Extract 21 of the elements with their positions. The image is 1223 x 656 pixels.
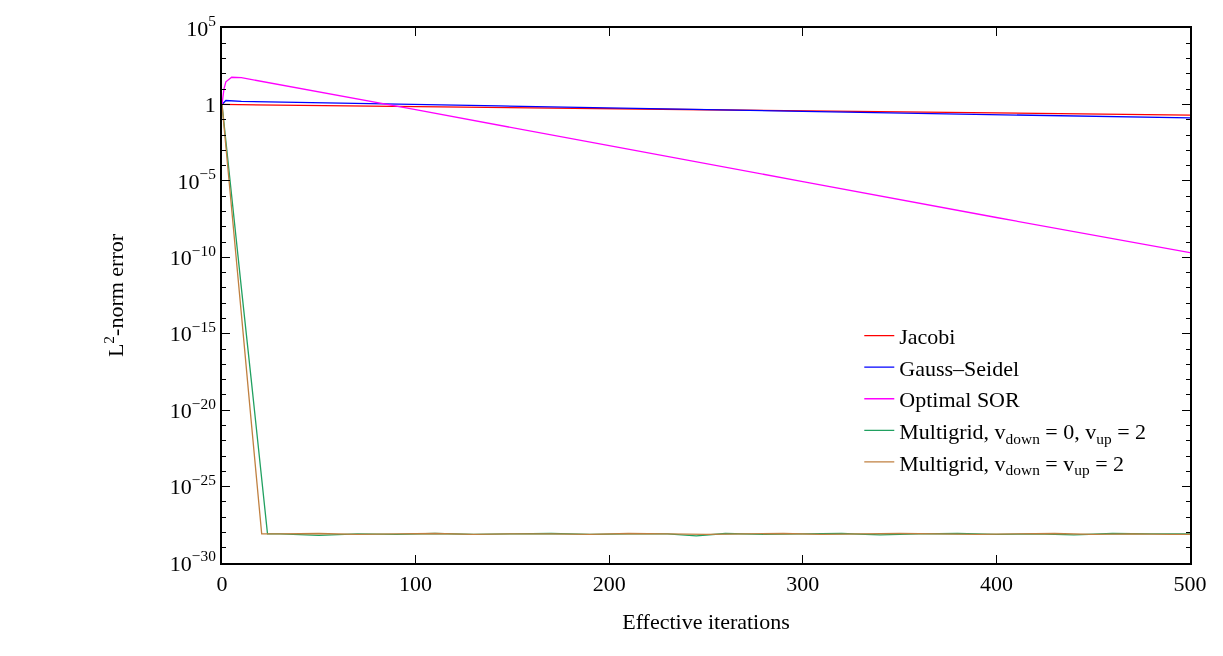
y-tick-label: 10$^{−10}$ xyxy=(169,241,217,270)
x-tick-label: 300 xyxy=(786,571,820,597)
y-tick-label: 10$^{−15}$ xyxy=(169,318,217,347)
x-tick-label: 0 xyxy=(216,571,228,597)
legend-label: Multigrid, v$_{down}$ = 0, v$_{up}$ = 2 xyxy=(899,418,1147,447)
y-tick-label: 1 xyxy=(204,92,216,118)
x-tick-label: 200 xyxy=(592,571,626,597)
legend-label: Multigrid, v$_{down}$ = v$_{up}$ = 2 xyxy=(899,450,1125,479)
y-tick-label: 10$^{−30}$ xyxy=(169,547,217,576)
y-tick-label: 10$^{5}$ xyxy=(186,12,217,41)
y-tick-label: 10$^{−20}$ xyxy=(169,394,217,423)
x-tick-label: 100 xyxy=(399,571,433,597)
legend-label: Optimal SOR xyxy=(899,387,1020,413)
line-series xyxy=(222,76,1190,254)
x-axis-title: Effective iterations xyxy=(622,608,790,634)
y-tick-label: 10$^{−5}$ xyxy=(177,165,217,194)
legend-label: Jacobi xyxy=(899,324,956,350)
x-tick-label: 500 xyxy=(1173,571,1207,597)
x-tick-label: 400 xyxy=(979,571,1013,597)
y-tick-label: 10$^{−25}$ xyxy=(169,471,217,500)
legend-label: Gauss–Seidel xyxy=(899,355,1020,381)
